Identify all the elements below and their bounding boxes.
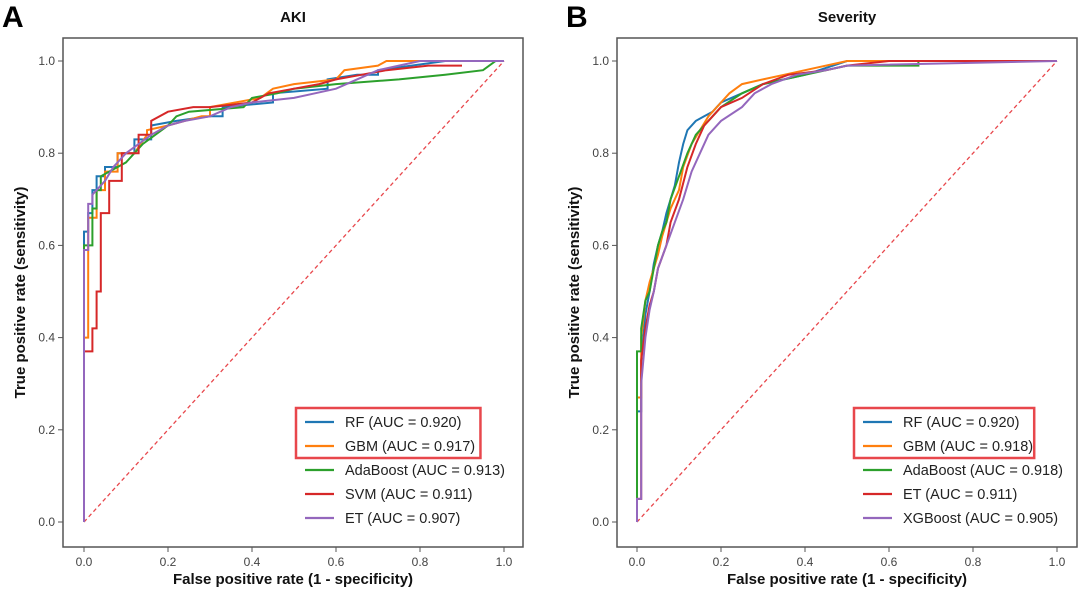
roc-panel-a: A AKI 0.0 0.2 0.4 0.6 0.8 1.0 0.0 0.2 0.4 0.6 0.8 1.0… bbox=[2, 1, 524, 588]
y-axis-label: True positive rate (sensitivity) bbox=[566, 187, 583, 399]
x-tick-label: 0.6 bbox=[881, 555, 898, 569]
chance-diagonal-line bbox=[83, 60, 505, 523]
legend-label: XGBoost (AUC = 0.905) bbox=[903, 511, 1058, 527]
y-axis-label: True positive rate (sensitivity) bbox=[12, 187, 29, 399]
chance-diagonal-line bbox=[636, 60, 1058, 523]
legend-highlight-box bbox=[852, 406, 1036, 460]
x-tick-label: 1.0 bbox=[1049, 555, 1066, 569]
legend-label: GBM (AUC = 0.918) bbox=[903, 439, 1033, 455]
legend-label: ET (AUC = 0.907) bbox=[345, 511, 460, 527]
legend-background bbox=[297, 410, 514, 538]
roc-curve-svm bbox=[83, 64, 462, 522]
legend: RF (AUC = 0.920) GBM (AUC = 0.918) AdaBoos… bbox=[852, 406, 1067, 538]
x-tick-label: 1.0 bbox=[496, 555, 513, 569]
x-tick-label: 0.4 bbox=[797, 555, 814, 569]
x-tick-label: 0.0 bbox=[629, 555, 646, 569]
chart-title: AKI bbox=[280, 9, 306, 26]
legend-label: SVM (AUC = 0.911) bbox=[345, 487, 472, 503]
panel-letter: A bbox=[2, 1, 24, 34]
legend: RF (AUC = 0.920) GBM (AUC = 0.917) AdaBoos… bbox=[294, 406, 514, 538]
x-tick-label: 0.8 bbox=[965, 555, 982, 569]
y-tick-label: 0.8 bbox=[592, 146, 609, 160]
panel-letter: B bbox=[566, 1, 588, 34]
y-tick-label: 0.2 bbox=[592, 423, 609, 437]
legend-background bbox=[855, 410, 1067, 538]
y-tick-label: 1.0 bbox=[592, 54, 609, 68]
y-tick-label: 0.2 bbox=[38, 423, 55, 437]
legend-label: AdaBoost (AUC = 0.913) bbox=[345, 463, 505, 479]
roc-curve-adaboost bbox=[83, 60, 504, 522]
y-tick-label: 0.0 bbox=[592, 515, 609, 529]
y-tick-label: 0.0 bbox=[38, 515, 55, 529]
y-tick-label: 0.4 bbox=[592, 331, 609, 345]
legend-highlight-box bbox=[294, 406, 482, 460]
legend-label: AdaBoost (AUC = 0.918) bbox=[903, 463, 1063, 479]
chart-title: Severity bbox=[818, 9, 877, 26]
y-tick-label: 1.0 bbox=[38, 54, 55, 68]
roc-panel-b: B Severity 0.0 0.2 0.4 0.6 0.8 1.0 0.0 0.2 0.4 0.6 0… bbox=[566, 1, 1078, 588]
legend-label: RF (AUC = 0.920) bbox=[345, 415, 461, 431]
x-tick-label: 0.8 bbox=[412, 555, 429, 569]
roc-curve-et bbox=[83, 60, 504, 522]
y-tick-label: 0.6 bbox=[592, 238, 609, 252]
y-tick-label: 0.6 bbox=[38, 238, 55, 252]
roc-curve-adaboost bbox=[636, 60, 1057, 522]
legend-label: GBM (AUC = 0.917) bbox=[345, 439, 475, 455]
x-tick-label: 0.2 bbox=[160, 555, 177, 569]
x-tick-label: 0.4 bbox=[244, 555, 261, 569]
axes-frame bbox=[616, 37, 1078, 548]
legend-label: ET (AUC = 0.911) bbox=[903, 487, 1017, 503]
axes-frame bbox=[62, 37, 524, 548]
roc-curve-xgboost bbox=[636, 60, 1058, 522]
y-tick-label: 0.8 bbox=[38, 146, 55, 160]
legend-label: RF (AUC = 0.920) bbox=[903, 415, 1019, 431]
x-tick-label: 0.6 bbox=[328, 555, 345, 569]
x-tick-label: 0.2 bbox=[713, 555, 730, 569]
x-tick-label: 0.0 bbox=[76, 555, 93, 569]
y-tick-label: 0.4 bbox=[38, 331, 55, 345]
x-axis-label: False positive rate (1 - specificity) bbox=[727, 571, 967, 588]
x-axis-label: False positive rate (1 - specificity) bbox=[173, 571, 413, 588]
